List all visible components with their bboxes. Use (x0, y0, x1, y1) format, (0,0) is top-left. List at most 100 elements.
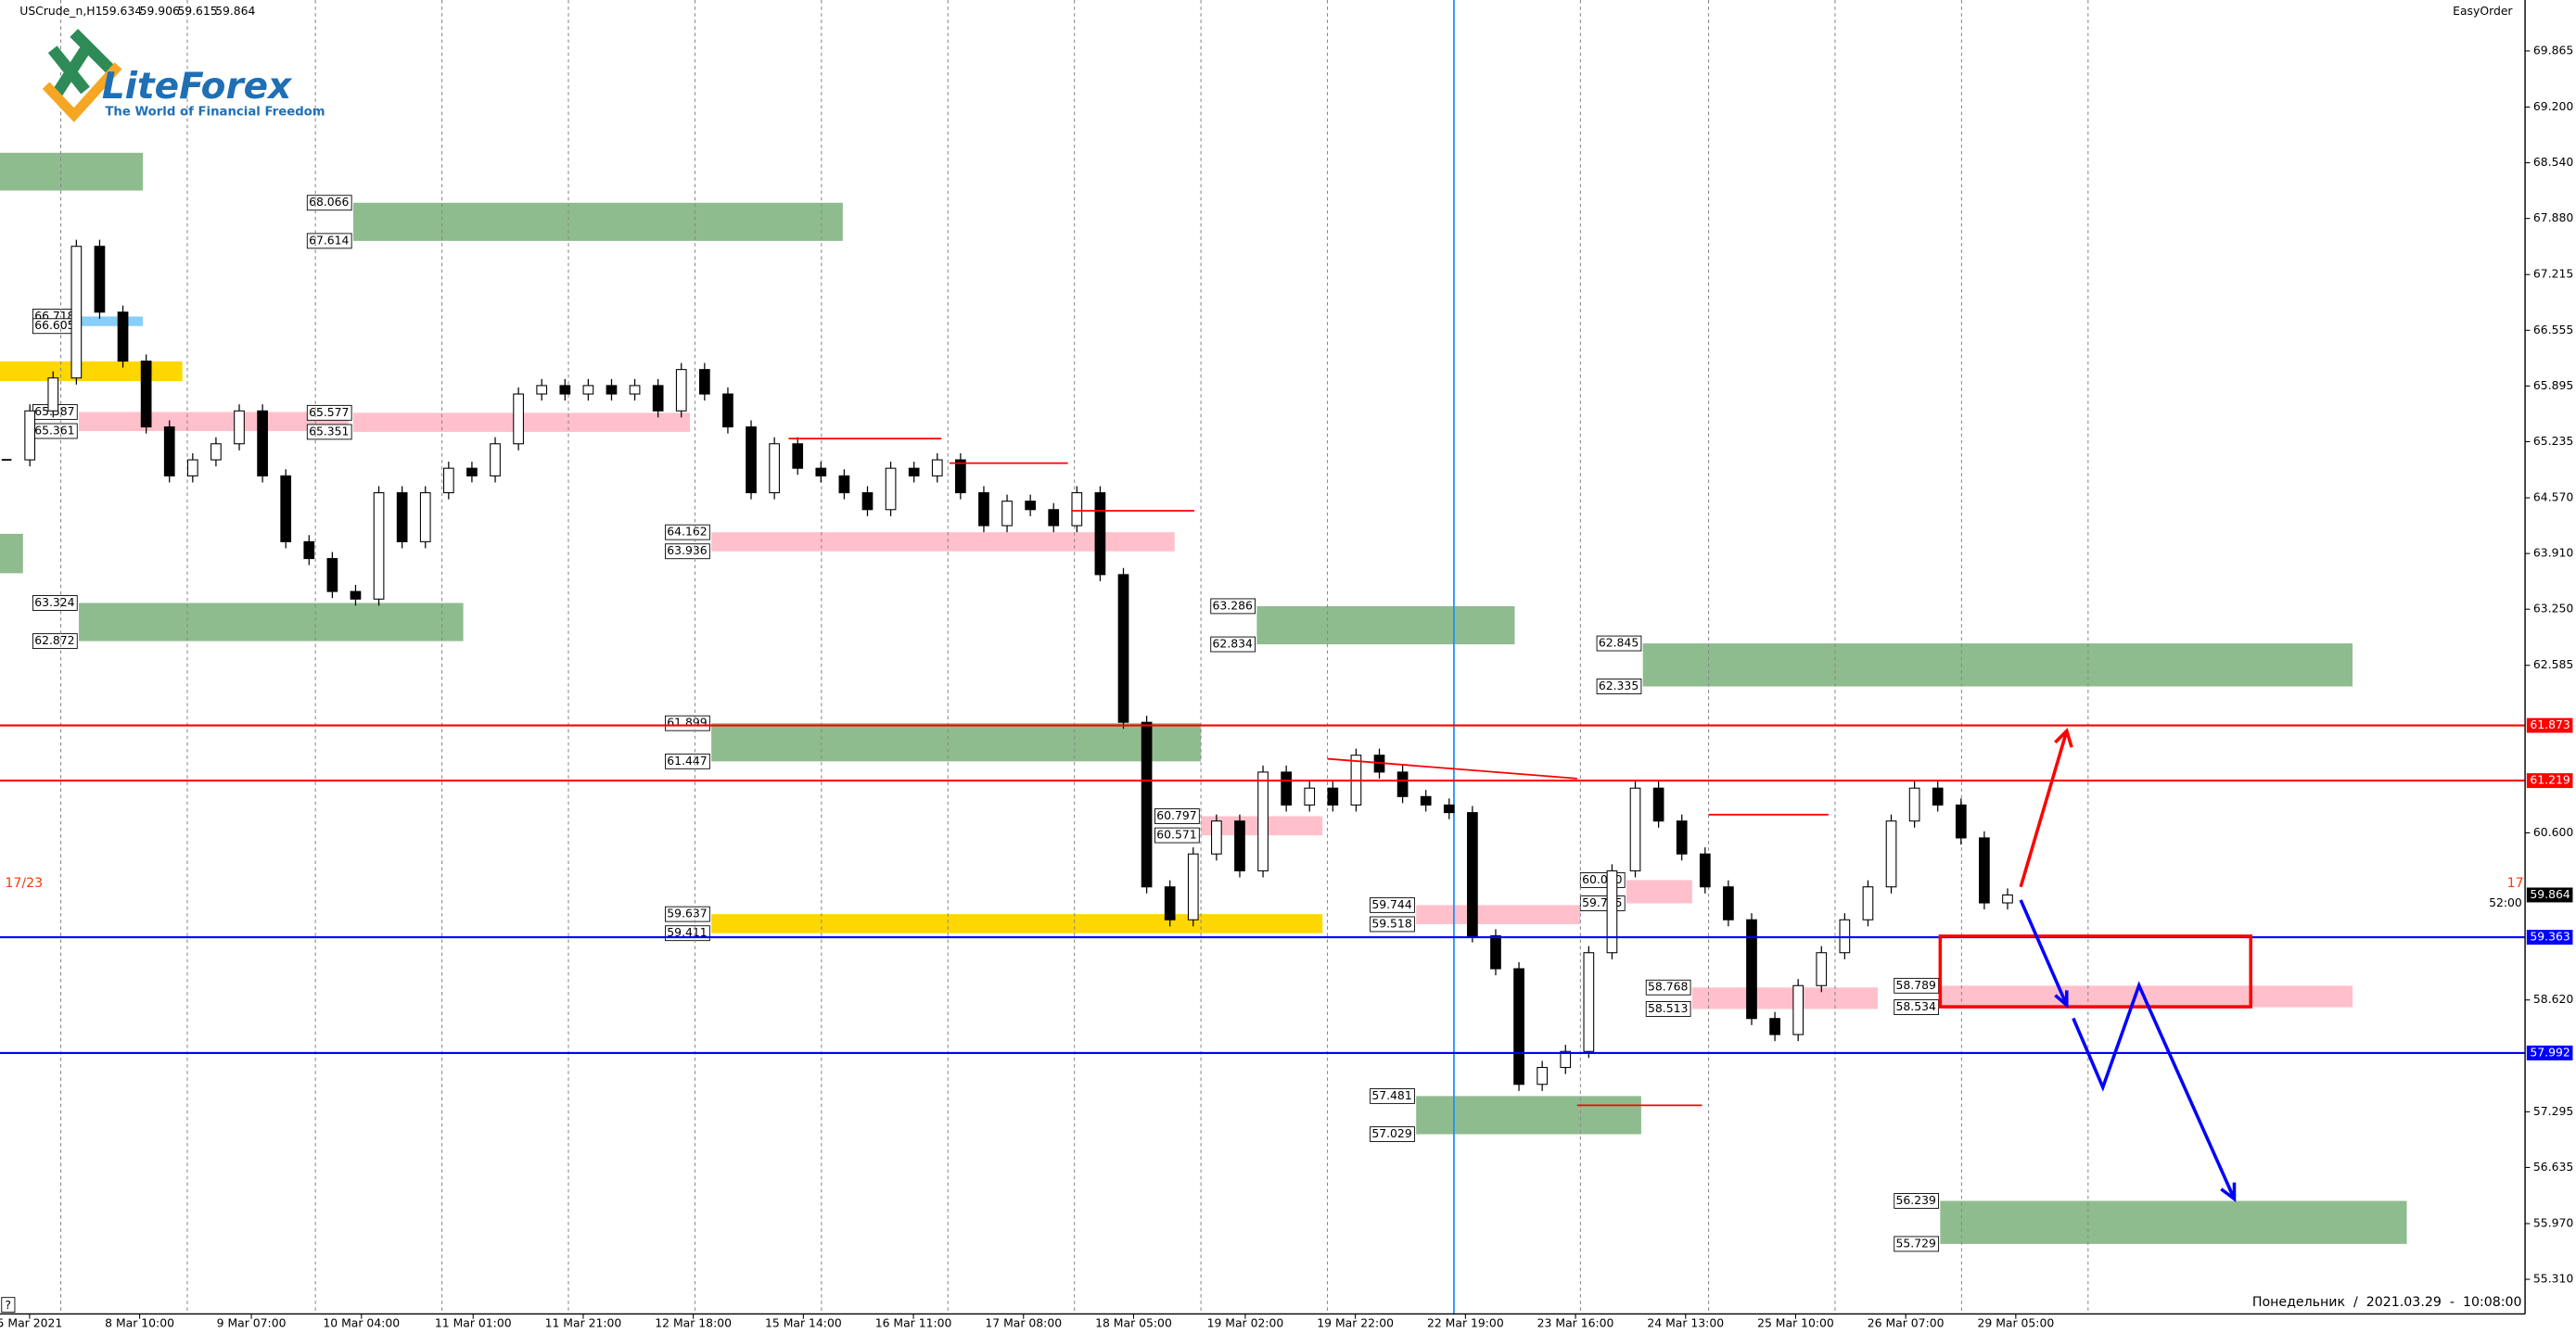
zone-label: 67.614 (309, 233, 349, 247)
x-tick-label: 29 Mar 05:00 (1977, 1316, 2054, 1330)
y-tick-label: 55.310 (2533, 1272, 2573, 1286)
level-label: 59.363 (2530, 930, 2570, 944)
x-tick-label: 24 Mar 13:00 (1647, 1316, 1724, 1330)
x-tick-label: 12 Mar 18:00 (655, 1316, 732, 1330)
x-tick-label: 16 Mar 11:00 (875, 1316, 952, 1330)
candle-body (163, 426, 175, 476)
candle-body (350, 590, 362, 600)
candle-body (1839, 919, 1851, 954)
level-label-box (2526, 1045, 2573, 1060)
level-label-box (2526, 773, 2573, 789)
candle-body (978, 492, 989, 527)
help-box[interactable] (1, 1297, 16, 1314)
candle-body (1211, 820, 1222, 855)
candle-body (1583, 952, 1595, 1052)
y-tick-label: 67.215 (2533, 267, 2573, 281)
zone-label-box (1370, 1126, 1415, 1142)
zone-label: 62.872 (34, 633, 74, 647)
zone-label-box (1370, 916, 1415, 933)
candle-body (1792, 984, 1804, 1035)
zone-label-box (306, 424, 352, 440)
ohlc-value: 59.864 (215, 4, 255, 18)
candle-body (1652, 787, 1664, 822)
candle-body (536, 385, 548, 395)
zone-label-box (1370, 896, 1415, 913)
candle-body (24, 410, 36, 461)
candle-body (769, 443, 780, 494)
zone-label-box (665, 906, 710, 922)
y-tick-label: 69.865 (2533, 43, 2573, 57)
level-label: 61.873 (2530, 717, 2570, 731)
candle-body (838, 475, 850, 494)
candle-body (582, 385, 594, 395)
candle-body (1490, 934, 1501, 970)
logo-mark (42, 62, 122, 122)
candle-body (210, 443, 222, 461)
x-tick-label: 11 Mar 01:00 (435, 1316, 512, 1330)
zone-label: 59.637 (667, 907, 707, 920)
x-tick-label: 23 Mar 16:00 (1537, 1316, 1614, 1330)
logo: LiteForex The World of Financial Freedom (42, 29, 325, 122)
candle-body (257, 410, 268, 476)
ohlc-value: 59.615 (177, 4, 217, 18)
zone-label: 56.239 (1896, 1193, 1936, 1207)
x-tick-label: 10 Mar 04:00 (323, 1316, 400, 1330)
x-tick-label: 8 Mar 10:00 (105, 1316, 174, 1330)
candle-body (559, 385, 571, 395)
x-tick-label: 9 Mar 07:00 (217, 1316, 287, 1330)
zone (1256, 605, 1515, 645)
candle-body (722, 393, 733, 428)
zone-label: 63.936 (667, 543, 707, 557)
zone (1626, 880, 1692, 904)
y-tick-label: 63.250 (2533, 602, 2573, 616)
candle-body (1560, 1050, 1572, 1069)
timer-left: 17/23 (5, 876, 43, 891)
zone-label-box (32, 633, 78, 650)
zone-label-box (1210, 636, 1256, 653)
x-tick-label: 18 Mar 05:00 (1095, 1316, 1172, 1330)
candle-body (1862, 886, 1874, 920)
zone-label: 65.351 (309, 424, 349, 438)
candle-body (698, 369, 710, 395)
candle-body (1629, 787, 1641, 871)
zone-label-box (306, 233, 352, 249)
candle-body (1979, 837, 1990, 904)
candle-body (606, 385, 618, 395)
candle-body (326, 558, 338, 592)
y-tick-label: 65.235 (2533, 434, 2573, 448)
candle-body (1885, 820, 1897, 888)
zone-label: 61.899 (667, 716, 707, 730)
y-tick-label: 64.570 (2533, 490, 2573, 504)
candle-body (1932, 787, 1944, 806)
y-tick-label: 60.600 (2533, 825, 2573, 839)
level-label-box (2526, 930, 2573, 946)
zone-label-box (1154, 827, 1200, 844)
zone-label: 62.845 (1599, 636, 1639, 650)
y-tick-label: 65.895 (2533, 378, 2573, 392)
zone (0, 152, 144, 191)
zone-label: 60.571 (1156, 828, 1196, 842)
candle-body (629, 385, 641, 395)
countdown: 52:00 (2489, 895, 2522, 909)
candle-body (1537, 1067, 1549, 1085)
help[interactable]: ? (5, 1298, 11, 1312)
candle-body (652, 385, 664, 412)
candle-body (117, 311, 129, 362)
candle-body (1257, 771, 1269, 871)
x-tick-label: 5 Mar 2021 (0, 1316, 62, 1330)
zone (1416, 905, 1581, 924)
candle-body (303, 540, 315, 560)
y-tick-label: 56.635 (2533, 1160, 2573, 1174)
zone-label: 62.335 (1599, 679, 1639, 692)
candle-body (280, 475, 292, 542)
zone-label: 63.324 (34, 595, 74, 609)
y-tick-label: 69.200 (2533, 99, 2573, 113)
candle-body (815, 467, 827, 476)
logo-tagline: The World of Financial Freedom (105, 106, 325, 120)
zone-label-box (1596, 635, 1642, 652)
candle-body (1816, 952, 1828, 986)
zone-label: 62.834 (1213, 637, 1253, 651)
zone-label-box (665, 543, 710, 560)
y-tick-label: 62.585 (2533, 657, 2573, 671)
zone-label-box (32, 595, 78, 611)
